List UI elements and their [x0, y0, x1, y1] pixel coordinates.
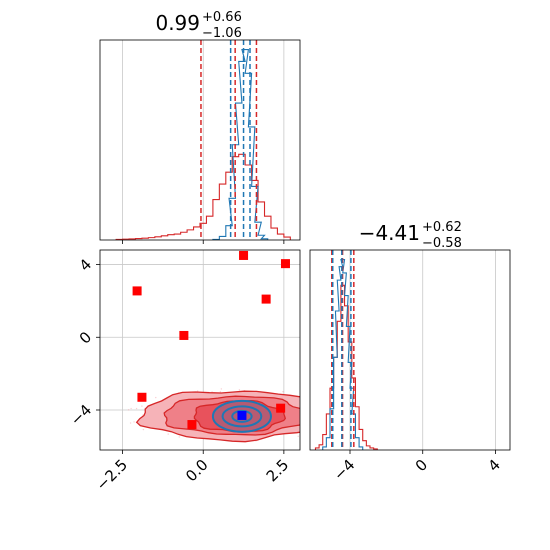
sample-dot	[297, 435, 299, 438]
x-tick-label: −2.5	[93, 456, 131, 494]
sample-dot	[220, 388, 223, 390]
sample-dot	[155, 396, 157, 399]
blue-square-marker	[237, 410, 247, 420]
sample-dot	[320, 426, 321, 427]
sample-dot	[304, 427, 305, 428]
red-square-marker	[132, 286, 142, 296]
red-square-marker	[187, 420, 197, 430]
sample-dot	[312, 420, 313, 421]
sample-dot	[130, 407, 132, 410]
histogram-series-0	[314, 284, 378, 450]
sample-dot	[142, 428, 145, 431]
axes-frame-top-left	[99, 39, 301, 241]
sample-dot	[319, 403, 320, 404]
quantile-lines-bottom-right	[331, 250, 355, 450]
sample-dot	[305, 420, 306, 421]
x-tick-label: 4	[484, 456, 503, 475]
ticks-bottom-left: −2.5 0.0 2.5 −4 0 4	[67, 255, 293, 494]
y-tick-label: −4	[67, 401, 95, 429]
sample-dot	[129, 422, 132, 424]
y-tick-label: 0	[76, 328, 95, 347]
sample-dot	[282, 390, 284, 393]
x-tick-label: 0	[412, 456, 431, 475]
axes-frame-bottom-right	[309, 249, 511, 451]
sample-dot	[324, 413, 325, 414]
panel-bottom-left: −2.5 0.0 2.5 −4 0 4	[67, 249, 325, 494]
contours-bottom-left	[135, 390, 300, 443]
red-square-marker	[261, 294, 271, 304]
sample-dot	[141, 405, 143, 407]
blue-contour-1	[221, 405, 263, 428]
sample-dot	[313, 411, 314, 412]
red-square-marker	[276, 403, 286, 413]
title-top-left: 0.99 +0.66 −1.06	[155, 10, 241, 41]
y-tick-label: 4	[76, 255, 95, 274]
histograms-top-left	[115, 48, 291, 240]
grid-bottom-right	[349, 250, 496, 450]
axes-frame-bottom-left	[99, 249, 301, 451]
red-square-marker	[179, 330, 189, 340]
sample-dot	[305, 397, 306, 398]
grid-top-left	[122, 40, 285, 240]
scatter-points	[132, 250, 290, 430]
sample-dot	[238, 389, 241, 391]
blue-contour-2	[231, 409, 253, 423]
sample-dot	[178, 436, 180, 438]
red-square-marker	[137, 392, 147, 402]
sample-dot	[135, 407, 138, 410]
title-bottom-right-plus: +0.62	[422, 220, 462, 235]
title-top-left-main: 0.99	[155, 11, 200, 35]
sample-dot	[219, 391, 222, 393]
title-top-left-plus: +0.66	[202, 10, 242, 25]
sample-dot	[321, 400, 322, 401]
sample-dot	[133, 421, 135, 423]
panel-bottom-right: −4 0 4 −4.41 +0.62 −0.58	[309, 220, 511, 484]
title-top-left-minus: −1.06	[202, 26, 242, 41]
sample-dot	[196, 390, 199, 392]
red-square-marker	[239, 250, 249, 260]
sample-dot	[317, 406, 318, 407]
sample-dot	[167, 433, 169, 435]
x-tick-label: 2.5	[263, 456, 293, 486]
histogram-series-1	[212, 48, 269, 240]
sample-dot	[305, 425, 306, 426]
title-bottom-right: −4.41 +0.62 −0.58	[359, 220, 462, 251]
x-tick-label: 0.0	[182, 456, 212, 486]
x-tick-label: −4	[330, 456, 358, 484]
histogram-series-0	[115, 153, 291, 240]
x-ticks-bottom-right: −4 0 4	[330, 450, 504, 484]
sample-dot	[320, 403, 321, 404]
sample-dot	[127, 409, 130, 411]
quantile-lines-top-left	[200, 40, 258, 240]
sample-dot	[321, 402, 322, 403]
panel-top-left: 0.99 +0.66 −1.06	[99, 10, 301, 244]
title-bottom-right-minus: −0.58	[422, 236, 462, 251]
title-bottom-right-main: −4.41	[359, 221, 420, 245]
red-square-marker	[280, 259, 290, 269]
histograms-bottom-right	[314, 258, 378, 450]
x-ticks-top-left	[122, 240, 285, 244]
